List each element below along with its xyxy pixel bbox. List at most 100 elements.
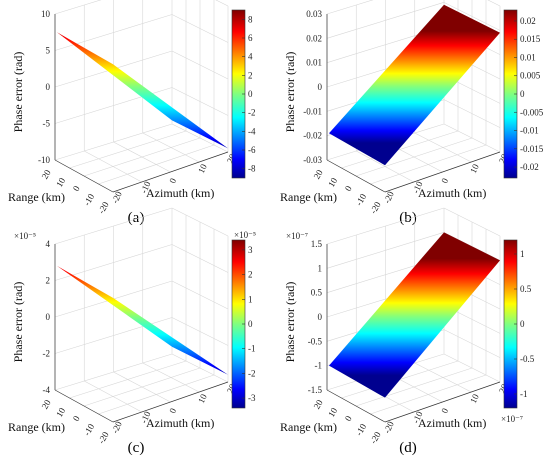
colorbar-exponent: ×10⁻⁵ <box>234 230 256 240</box>
gridline-floor <box>98 144 215 185</box>
range-axis <box>326 389 386 423</box>
z-axis-label: Phase error (rad) <box>11 282 25 363</box>
colorbar-tick-label: -0.02 <box>520 162 539 172</box>
range-tick-label: 20 <box>40 168 53 181</box>
z-tick-label: -10 <box>38 155 50 165</box>
z-tick-label: -0.01 <box>303 106 322 116</box>
z-tick-label: 1.5 <box>311 239 323 249</box>
z-axis-label: Phase error (rad) <box>283 282 297 363</box>
colorbar-tick-label: -0.015 <box>520 144 544 154</box>
z-tick-label: 10 <box>41 9 51 19</box>
gridline-floor <box>370 144 487 185</box>
azimuth-tick-label: -20 <box>382 189 396 205</box>
range-tick-label: 0 <box>71 184 82 193</box>
colorbar-tick-label: -1 <box>248 344 256 354</box>
colorbar <box>504 10 517 178</box>
range-tick-label: -20 <box>368 430 383 446</box>
azimuth-axis <box>112 151 229 193</box>
range-axis-label: Range (km) <box>280 190 337 204</box>
colorbar-tick-label: 2 <box>248 270 253 280</box>
range-tick-label: 10 <box>54 176 67 189</box>
azimuth-tick-label: -10 <box>410 409 424 425</box>
colorbar-tick-label: 0 <box>520 319 525 329</box>
range-tick-label: -10 <box>82 422 97 438</box>
colorbar-tick-label: -0.5 <box>520 354 535 364</box>
azimuth-tick-label: 10 <box>468 162 481 175</box>
z-tick-label: -1 <box>315 361 323 371</box>
range-tick-label: 0 <box>343 184 354 193</box>
colorbar-tick-label: -0.005 <box>520 107 544 117</box>
azimuth-tick-label: -20 <box>110 419 124 435</box>
colorbar-tick-label: -0.01 <box>520 126 539 136</box>
surface-plane <box>329 232 500 398</box>
colorbar-tick-label: 6 <box>248 33 253 43</box>
range-tick-label: 10 <box>54 406 67 419</box>
azimuth-axis <box>384 151 501 193</box>
colorbar-tick-label: 0.01 <box>520 52 536 62</box>
azimuth-axis <box>112 381 229 423</box>
colorbar-exponent: ×10⁻⁷ <box>501 414 523 424</box>
panel-caption: (c) <box>128 440 145 456</box>
gridline-z <box>326 0 374 15</box>
azimuth-tick-label: -10 <box>138 179 152 195</box>
gridline-floor <box>355 367 473 407</box>
azimuth-tick-label: 0 <box>167 406 178 415</box>
z-tick-label: 0.02 <box>306 33 322 43</box>
range-tick-label: 0 <box>71 414 82 423</box>
colorbar-tick-label: 2 <box>248 70 253 80</box>
gridline-floor <box>98 374 215 415</box>
z-tick-label: 0.5 <box>311 288 323 298</box>
range-tick-label: -20 <box>96 200 111 216</box>
z-tick-label: 0.03 <box>306 9 322 19</box>
panel-caption: (a) <box>128 210 145 226</box>
colorbar-tick-label: 0.02 <box>520 16 536 26</box>
azimuth-axis <box>384 381 501 423</box>
azimuth-tick-label: -20 <box>382 419 396 435</box>
range-tick-label: 20 <box>312 168 325 181</box>
azimuth-tick-label: -10 <box>410 179 424 195</box>
gridline-floor <box>83 367 201 407</box>
range-tick-label: 20 <box>40 398 53 411</box>
range-tick-label: -10 <box>82 192 97 208</box>
colorbar-tick-label: -8 <box>248 164 256 174</box>
colorbar-tick-label: 0 <box>248 89 253 99</box>
colorbar-tick-label: 8 <box>248 14 253 24</box>
range-tick-label: -20 <box>96 430 111 446</box>
colorbar <box>232 10 245 178</box>
colorbar-tick-label: -4 <box>248 126 256 136</box>
colorbar-tick-label: 0.015 <box>520 34 541 44</box>
panel-caption: (d) <box>399 440 417 456</box>
range-axis-label: Range (km) <box>8 190 65 204</box>
z-tick-label: -2 <box>43 349 51 359</box>
colorbar-tick-label: 0.5 <box>520 284 532 294</box>
azimuth-tick-label: 10 <box>468 392 481 405</box>
z-tick-label: -5 <box>43 119 51 129</box>
gridline-floor <box>370 374 487 415</box>
z-exponent: ×10⁻⁷ <box>286 231 308 241</box>
range-axis <box>54 389 114 423</box>
z-tick-label: -4 <box>43 385 51 395</box>
panel-caption: (b) <box>399 210 417 226</box>
z-tick-label: 5 <box>46 46 51 56</box>
azimuth-axis-label: Azimuth (km) <box>146 186 214 200</box>
azimuth-tick-label: 10 <box>196 162 209 175</box>
colorbar-tick-label: 1 <box>520 249 525 259</box>
z-tick-label: -0.02 <box>303 131 322 141</box>
colorbar <box>232 240 245 408</box>
range-axis <box>54 159 114 193</box>
range-tick-label: 20 <box>312 398 325 411</box>
colorbar-tick-label: -6 <box>248 145 256 155</box>
azimuth-axis-label: Azimuth (km) <box>418 416 486 430</box>
z-tick-label: -0.03 <box>303 155 322 165</box>
colorbar-tick-label: 1 <box>248 294 253 304</box>
azimuth-tick-label: 10 <box>196 392 209 405</box>
z-tick-label: -0.5 <box>308 336 323 346</box>
surface-plane <box>57 265 228 375</box>
chart-panel-2: 0.03 0.02 0.01 0 -0.01 -0.02 -0.03 20 10 0 -10 -20 -… <box>280 0 544 226</box>
z-tick-label: 0 <box>318 82 323 92</box>
z-tick-label: 0 <box>46 82 51 92</box>
gridline-floor <box>355 137 473 177</box>
range-axis <box>326 159 386 193</box>
z-tick-label: -1.5 <box>308 385 323 395</box>
